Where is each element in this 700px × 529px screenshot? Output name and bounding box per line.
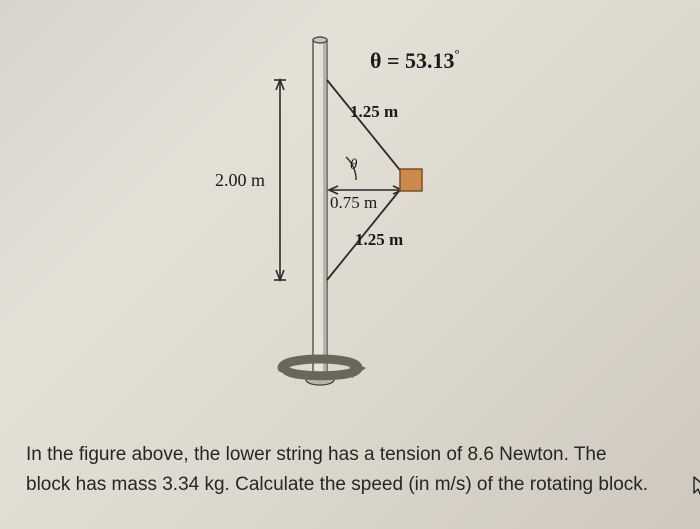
height-dimension: 2.00 m [215,170,265,191]
page: θ = 53.13° 2.00 m 1.25 m 0.75 m 1.25 m θ… [0,0,700,529]
physics-diagram: θ = 53.13° 2.00 m 1.25 m 0.75 m 1.25 m θ [30,20,670,410]
upper-string-dimension: 1.25 m [350,102,398,122]
angle-symbol: θ [350,157,357,174]
question-text: In the figure above, the lower string ha… [26,440,664,499]
lower-string-dimension: 1.25 m [355,230,403,250]
theta-value: θ = 53.13 [370,48,455,73]
horizontal-dimension: 0.75 m [330,193,377,213]
diagram-svg [30,20,670,410]
degree-symbol: ° [455,46,460,61]
question-line-1: In the figure above, the lower string ha… [26,444,607,465]
theta-equation: θ = 53.13° [370,48,460,74]
question-line-2: block has mass 3.34 kg. Calculate the sp… [26,474,648,495]
